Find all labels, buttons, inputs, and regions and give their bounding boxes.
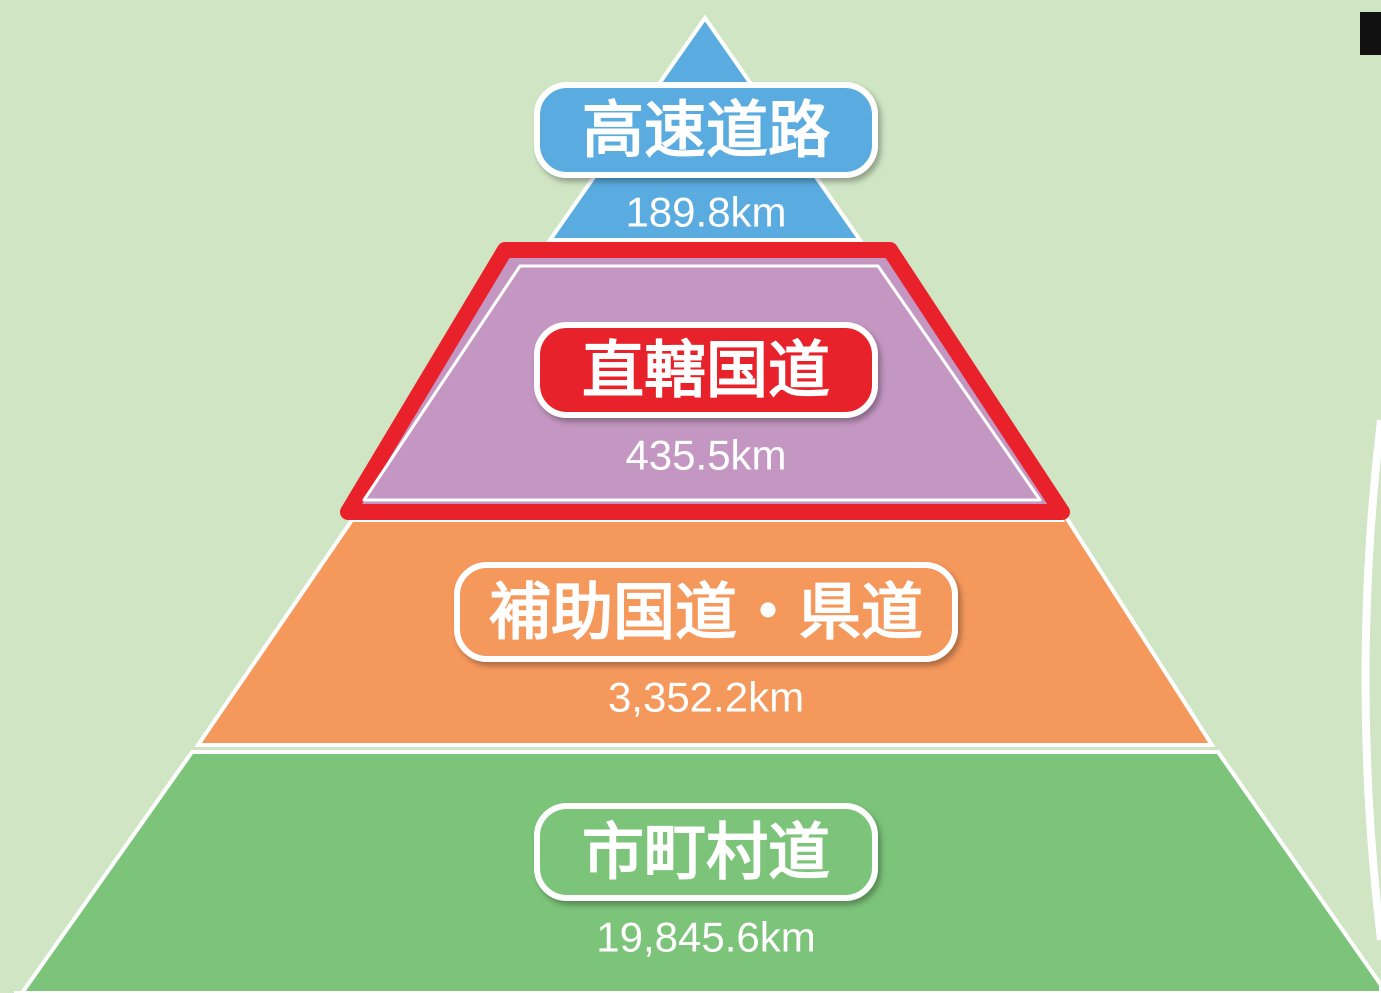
- label-pill: [454, 562, 958, 662]
- label-pill: [534, 322, 878, 418]
- level-label: 直轄国道: [582, 334, 830, 407]
- level-length: 3,352.2km: [608, 674, 804, 721]
- level-length: 19,845.6km: [596, 914, 815, 961]
- label-group: [454, 82, 958, 901]
- label-pill: [534, 803, 878, 901]
- tier-national-inner: [362, 264, 1042, 502]
- level-length: 435.5km: [625, 432, 786, 479]
- corner-mark: [1360, 12, 1381, 55]
- level-length: 189.8km: [625, 189, 786, 236]
- level-label: 高速道路: [582, 94, 831, 167]
- edge-arc: [1361, 419, 1381, 941]
- level-label: 市町村道: [582, 816, 830, 889]
- level-label: 補助国道・県道: [489, 576, 923, 649]
- label-pill: [534, 82, 878, 178]
